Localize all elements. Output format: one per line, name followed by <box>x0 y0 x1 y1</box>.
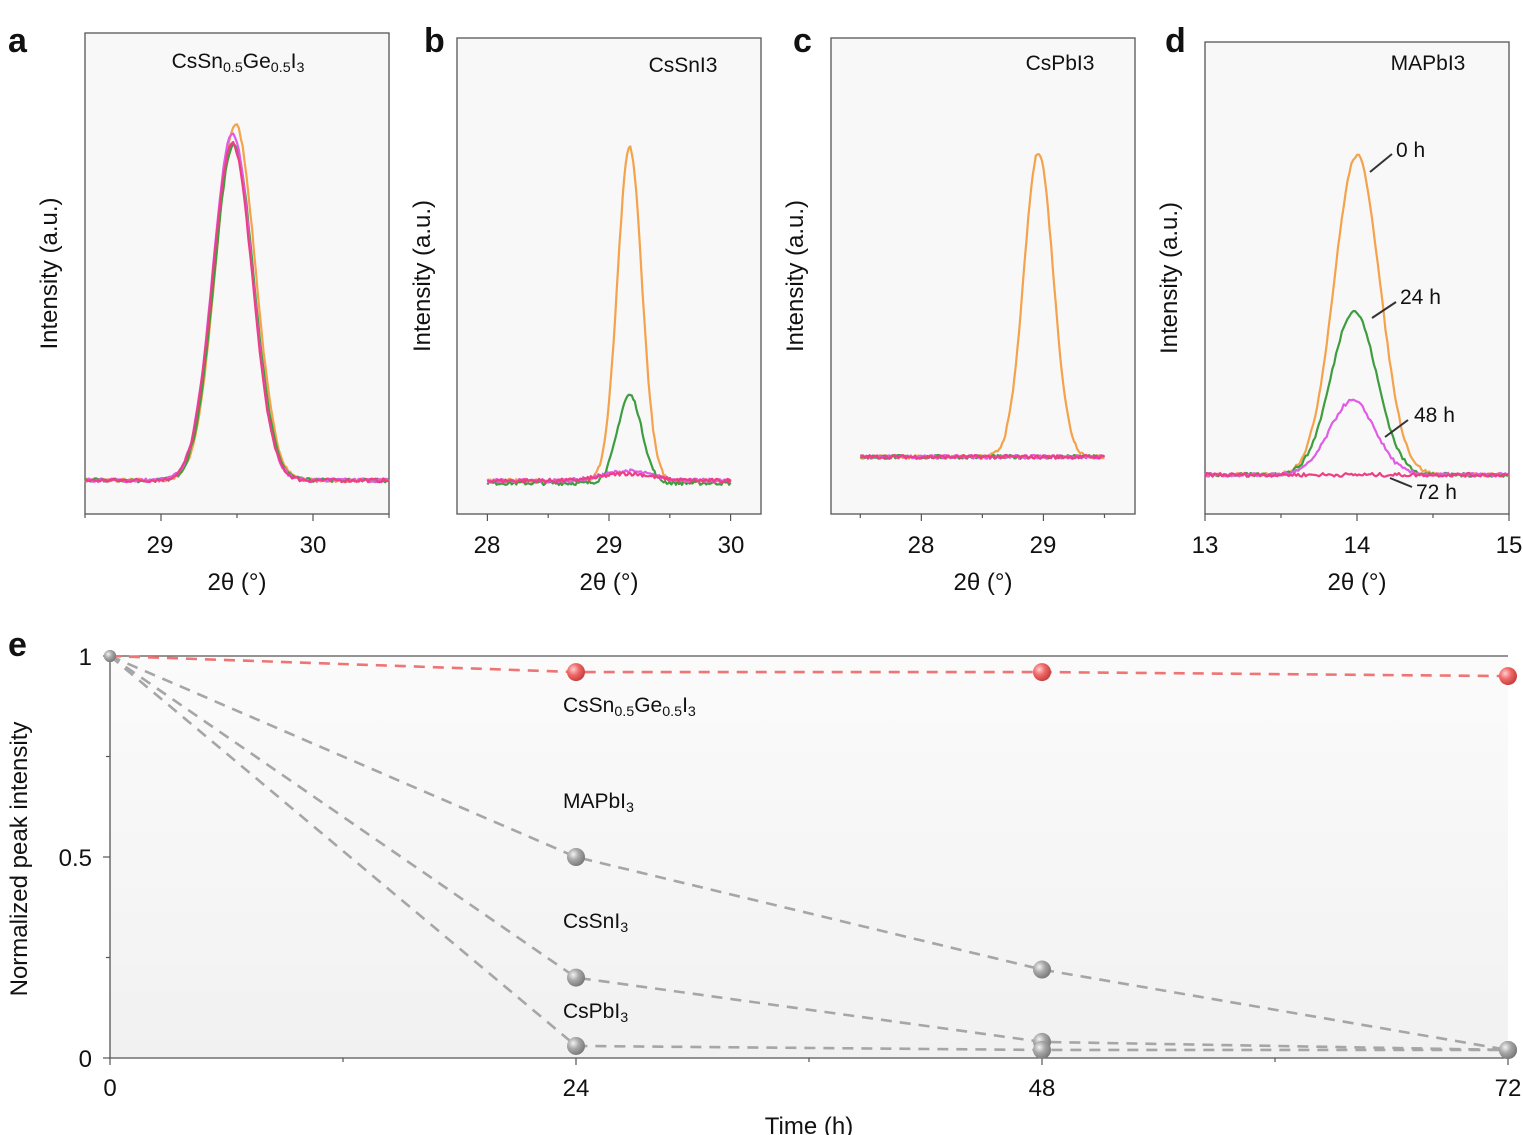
x-tick-label: 24 <box>563 1075 590 1102</box>
panel-letter: b <box>424 22 445 60</box>
panel-e: 0 24 48 72 0 0.5 1 Time (h) Normalized peak inte… <box>6 626 1521 1135</box>
series-label: MAPbI3 <box>563 790 634 816</box>
x-tick-label: 28 <box>474 532 501 559</box>
data-point <box>1499 667 1517 686</box>
y-tick-label: 0 <box>79 1046 92 1073</box>
x-tick-label: 14 <box>1344 532 1371 559</box>
x-tick-label: 30 <box>718 532 745 559</box>
panel-b: 28 29 30 2θ (°) Intensity (a.u.) b CsSnI3 <box>409 22 762 596</box>
data-point <box>567 968 585 987</box>
data-point <box>1033 960 1051 979</box>
series-label: 24 h <box>1400 286 1441 309</box>
x-tick-label: 13 <box>1192 532 1219 559</box>
x-axis-label: 2θ (°) <box>1328 569 1387 596</box>
series-line <box>109 654 1509 678</box>
panel-title: MAPbI3 <box>1391 52 1466 75</box>
x-axis-label: 2θ (°) <box>580 569 639 596</box>
data-point <box>567 663 585 682</box>
xrd-curve-green <box>486 393 732 487</box>
series-label: CsPbI3 <box>563 1000 628 1026</box>
plot-area <box>84 32 390 515</box>
panel-title: CsPbI3 <box>1026 52 1095 75</box>
panel-letter: c <box>793 22 812 60</box>
x-tick-label: 29 <box>1030 532 1057 559</box>
panel-d: 13 14 15 2θ (°) Intensity (a.u.) d MAPbI3 <box>1156 22 1522 596</box>
x-axis-label: 2θ (°) <box>954 569 1013 596</box>
series-label: 48 h <box>1414 404 1455 427</box>
data-point <box>567 1036 585 1055</box>
data-point <box>567 848 585 866</box>
xrd-curve-pink <box>486 471 732 484</box>
plot-area <box>1204 41 1510 515</box>
xrd-curve-pink <box>84 141 390 484</box>
plot-area <box>110 656 1508 1058</box>
y-tick-label: 0.5 <box>59 845 92 872</box>
series-label: 72 h <box>1416 481 1457 504</box>
annotation-leader-line <box>1389 477 1413 488</box>
panel-c: 28 29 2θ (°) Intensity (a.u.) c CsPbI3 <box>782 22 1136 596</box>
xrd-curve-pink <box>1204 471 1510 478</box>
x-tick-label: 0 <box>103 1075 116 1102</box>
xrd-curve-violet <box>84 132 390 484</box>
x-tick-label: 30 <box>300 532 327 559</box>
series-line <box>109 655 1508 1052</box>
y-axis-label: Intensity (a.u.) <box>1156 202 1183 354</box>
y-tick-label: 1 <box>79 644 92 671</box>
x-axis-label: Time (h) <box>765 1113 853 1135</box>
y-axis-label: Intensity (a.u.) <box>36 197 63 349</box>
series-label: CsSnI3 <box>563 910 628 936</box>
plot-area <box>830 37 1136 515</box>
y-axis-label: Intensity (a.u.) <box>782 200 809 352</box>
panel-d-annotations: 0 h 24 h 48 h 72 h <box>1369 139 1457 504</box>
annotation-leader-line <box>1369 153 1393 173</box>
series-line <box>109 654 1509 1052</box>
panel-title: CsSnI3 <box>649 54 718 77</box>
x-tick-label: 29 <box>147 532 174 559</box>
panel-letter: a <box>8 22 28 60</box>
panel-letter: d <box>1165 22 1186 60</box>
data-point <box>1033 663 1051 682</box>
annotation-leader-line <box>1371 301 1397 319</box>
x-tick-label: 48 <box>1029 1075 1056 1102</box>
x-tick-label: 29 <box>596 532 623 559</box>
data-point <box>104 650 116 662</box>
annotation-leader-line <box>1384 419 1409 438</box>
series-label: 0 h <box>1396 139 1425 162</box>
x-tick-label: 28 <box>908 532 935 559</box>
data-point <box>1033 1040 1051 1059</box>
xrd-curve-pink <box>860 453 1105 460</box>
plot-area <box>456 37 762 515</box>
panel-title: CsSn0.5Ge0.5I3 <box>172 50 305 76</box>
series-line <box>109 654 1509 1052</box>
y-axis-label: Intensity (a.u.) <box>409 200 436 352</box>
x-tick-label: 72 <box>1495 1075 1522 1102</box>
series-label: CsSn0.5Ge0.5I3 <box>563 694 696 720</box>
y-axis-label: Normalized peak intensity <box>6 722 33 997</box>
panel-a: 29 30 2θ (°) Intensity (a.u.) a CsSn0.5Ge0.5I… <box>8 22 390 596</box>
panel-letter: e <box>8 626 27 664</box>
data-point <box>1499 1040 1517 1059</box>
x-tick-label: 15 <box>1496 532 1523 559</box>
x-axis-label: 2θ (°) <box>208 569 267 596</box>
